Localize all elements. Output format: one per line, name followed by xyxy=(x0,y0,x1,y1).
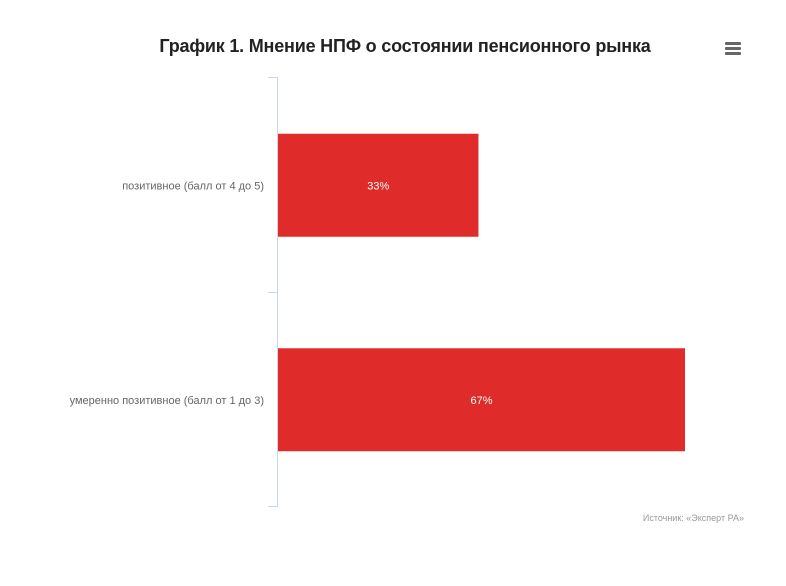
bar[interactable] xyxy=(278,348,685,452)
hamburger-menu-icon xyxy=(725,42,741,45)
hamburger-menu-icon-line xyxy=(725,52,741,55)
chart-menu-button[interactable] xyxy=(722,40,744,58)
data-label: 33% xyxy=(367,180,389,192)
y-axis-tick-label: позитивное (балл от 4 до 5) xyxy=(122,180,264,192)
hamburger-menu-icon-line xyxy=(725,47,741,50)
chart-source-credit: Источник: «Эксперт РА» xyxy=(642,513,744,523)
data-label: 67% xyxy=(470,395,492,407)
chart-title: График 1. Мнение НПФ о состоянии пенсион… xyxy=(159,36,651,56)
bar[interactable] xyxy=(278,133,479,237)
y-axis-tick-label: умеренно позитивное (балл от 1 до 3) xyxy=(70,395,264,407)
